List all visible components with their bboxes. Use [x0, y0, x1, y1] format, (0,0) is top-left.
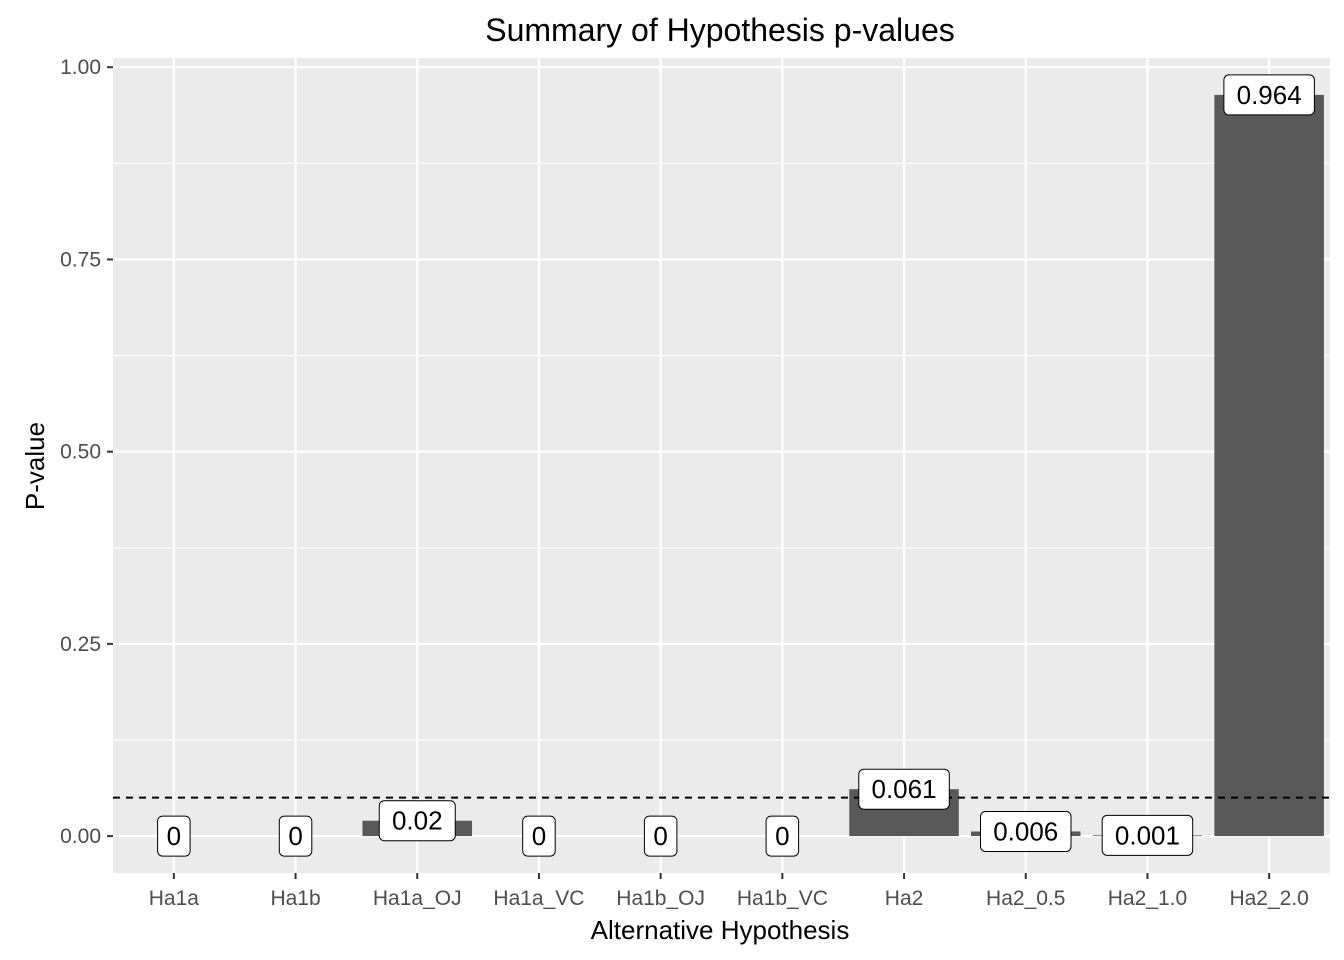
y-tick-label: 1.00	[60, 56, 101, 79]
x-tick-label: Ha2	[885, 887, 924, 910]
x-tick-label: Ha2_1.0	[1108, 887, 1187, 910]
data-label-box	[1223, 74, 1315, 116]
data-label-text: 0.02	[392, 806, 443, 836]
data-label-text: 0	[532, 821, 546, 851]
x-tick-label: Ha1a_OJ	[373, 887, 462, 910]
data-label: 0.006	[980, 810, 1072, 852]
data-label: 0.061	[858, 768, 950, 810]
x-axis-title: Alternative Hypothesis	[591, 915, 850, 945]
data-label: 0	[278, 815, 313, 857]
data-label: 0	[157, 815, 191, 857]
y-tick-label: 0.00	[60, 825, 101, 848]
data-label: 0.001	[1101, 814, 1194, 856]
data-label-text: 0	[288, 821, 302, 851]
data-label-box	[378, 800, 456, 842]
y-axis-title: P-value	[20, 422, 50, 510]
data-label-box	[157, 815, 191, 857]
data-label-text: 0.001	[1115, 820, 1180, 850]
x-tick-label: Ha1b	[270, 887, 320, 910]
y-tick-label: 0.25	[60, 633, 101, 656]
data-label-text: 0.061	[872, 774, 937, 804]
x-tick-label: Ha2_0.5	[986, 887, 1065, 910]
y-tick-label: 0.50	[60, 441, 101, 464]
x-axis: Ha1a Ha1b Ha1a_OJ Ha1a_VC Ha1b_OJ Ha1b_VC Ha2 H…	[149, 873, 1309, 910]
data-label-text: 0	[775, 821, 789, 851]
data-label: 0	[643, 815, 678, 857]
data-label: 0.964	[1223, 74, 1315, 116]
x-tick-label: Ha2_2.0	[1229, 887, 1308, 910]
x-tick-label: Ha1a	[149, 887, 200, 910]
plot-panel	[113, 58, 1330, 873]
data-label: 0	[522, 815, 556, 857]
x-tick-label: Ha1b_OJ	[616, 887, 705, 910]
data-label-box	[858, 768, 950, 810]
data-label: 0.02	[378, 800, 456, 842]
data-label: 0	[765, 815, 800, 857]
x-tick-label: Ha1a_VC	[493, 887, 584, 910]
data-label-box	[522, 815, 556, 857]
data-label-text: 0.006	[993, 816, 1058, 846]
bar	[1214, 94, 1324, 837]
x-tick-label: Ha1b_VC	[737, 887, 828, 910]
data-label-box	[1101, 814, 1194, 856]
data-label-box	[980, 810, 1072, 852]
data-label-box	[765, 815, 800, 857]
data-label-text: 0	[167, 821, 181, 851]
data-label-box	[643, 815, 678, 857]
data-label-box	[278, 815, 313, 857]
data-labels: 0 0 0.02 0 0 0 0.061 0.006 0.001 0.964	[157, 74, 1315, 857]
data-label-text: 0.964	[1237, 80, 1302, 110]
chart-title: Summary of Hypothesis p-values	[485, 12, 955, 48]
y-axis: 0.00 0.25 0.50 0.75 1.00	[60, 56, 113, 848]
y-tick-label: 0.75	[60, 248, 101, 271]
data-label-text: 0	[653, 821, 667, 851]
